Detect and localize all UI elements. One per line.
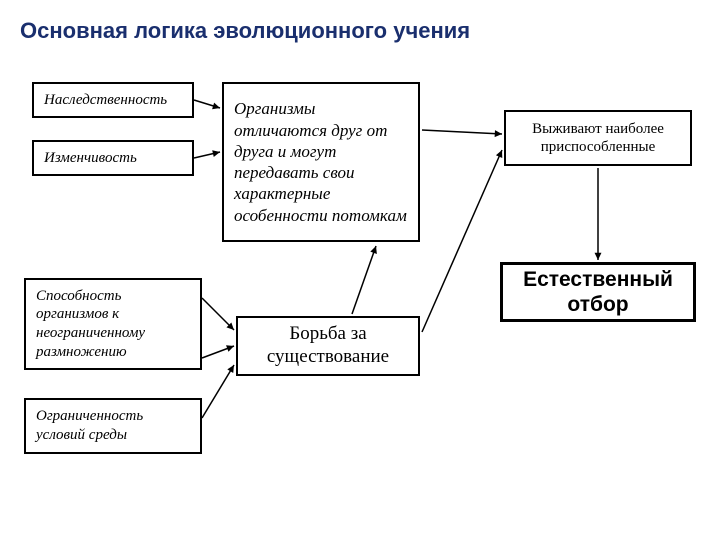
node-reproduce-label: Способность организмов к неограниченному…: [36, 287, 190, 362]
node-struggle-label: Борьба за существование: [248, 323, 408, 369]
node-organisms: Организмы отличаются друг от друга и мог…: [222, 82, 420, 242]
node-survive-label: Выживают наиболее приспособленные: [516, 120, 680, 156]
node-selection-label: Естественный отбор: [513, 267, 683, 317]
node-variability: Изменчивость: [32, 140, 194, 176]
node-struggle: Борьба за существование: [236, 316, 420, 376]
node-environment: Ограниченность условий среды: [24, 398, 202, 454]
node-organisms-label: Организмы отличаются друг от друга и мог…: [234, 98, 408, 226]
node-heredity-label: Наследственность: [44, 91, 167, 110]
node-selection: Естественный отбор: [500, 262, 696, 322]
node-heredity: Наследственность: [32, 82, 194, 118]
node-survive: Выживают наиболее приспособленные: [504, 110, 692, 166]
node-reproduce: Способность организмов к неограниченному…: [24, 278, 202, 370]
node-environment-label: Ограниченность условий среды: [36, 407, 190, 445]
node-variability-label: Изменчивость: [44, 149, 137, 168]
page-title: Основная логика эволюционного учения: [20, 18, 470, 44]
